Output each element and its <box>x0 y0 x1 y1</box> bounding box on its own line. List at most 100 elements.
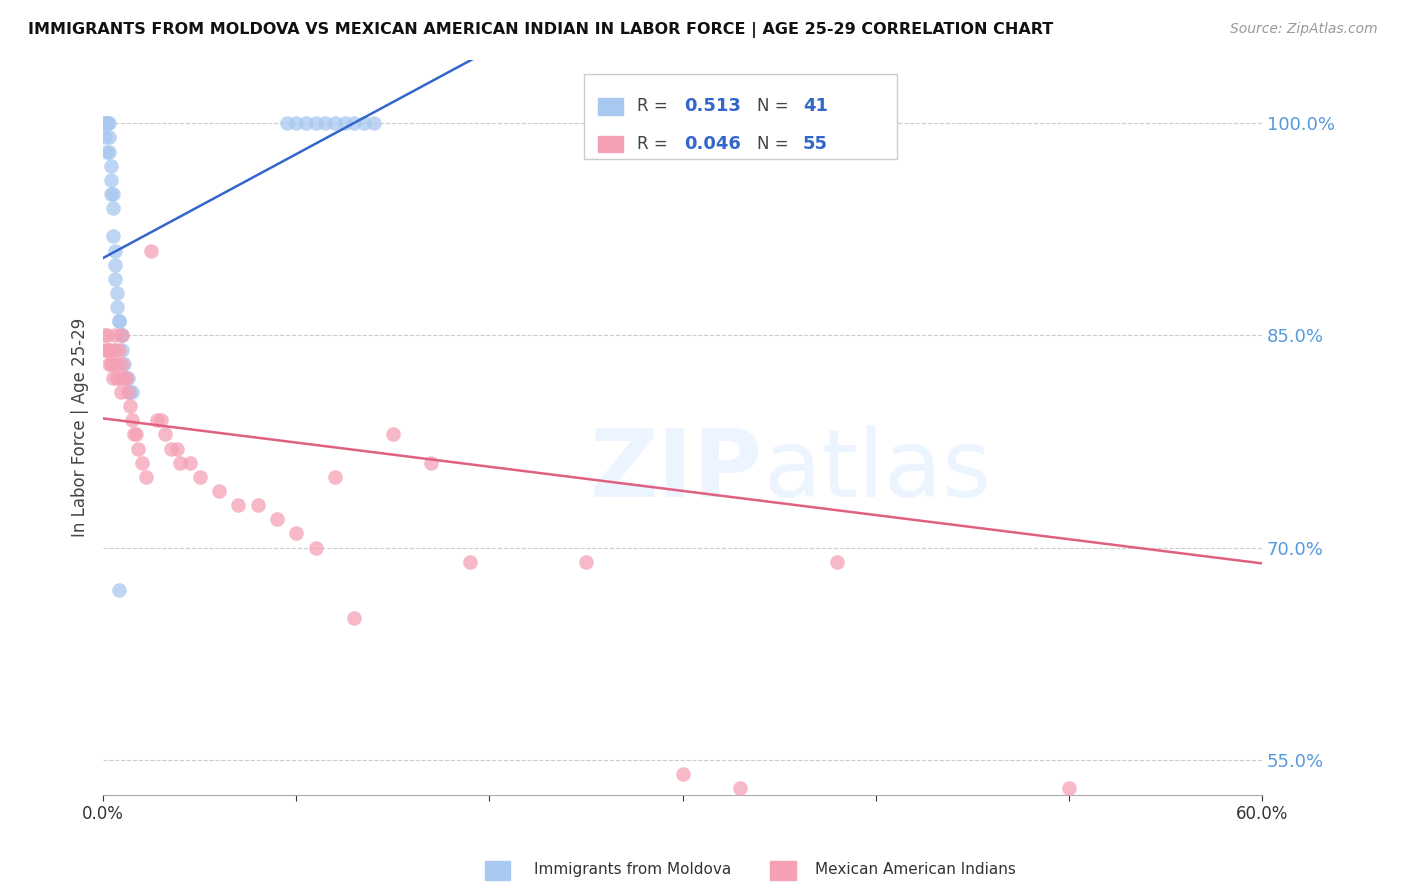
Point <box>266 512 288 526</box>
Point <box>120 399 142 413</box>
Point <box>100 186 122 201</box>
Point <box>96 116 118 130</box>
Point <box>121 384 143 399</box>
Point <box>575 555 598 569</box>
Point <box>100 173 122 187</box>
Point <box>107 371 129 385</box>
Point <box>353 116 375 130</box>
Point <box>94 328 117 343</box>
Point <box>122 427 145 442</box>
Point <box>1057 780 1080 795</box>
Point <box>105 357 128 371</box>
Text: R =: R = <box>637 97 673 115</box>
Point <box>208 483 231 498</box>
Point <box>101 357 124 371</box>
Text: IMMIGRANTS FROM MOLDOVA VS MEXICAN AMERICAN INDIAN IN LABOR FORCE | AGE 25-29 CO: IMMIGRANTS FROM MOLDOVA VS MEXICAN AMERI… <box>28 22 1053 38</box>
Text: R =: R = <box>637 135 673 153</box>
Point <box>323 116 346 130</box>
Point <box>96 343 118 357</box>
Point <box>101 371 124 385</box>
Text: 0.513: 0.513 <box>683 97 741 115</box>
FancyBboxPatch shape <box>598 98 623 114</box>
Point <box>121 413 143 427</box>
Point <box>179 456 201 470</box>
Point <box>96 116 118 130</box>
Y-axis label: In Labor Force | Age 25-29: In Labor Force | Age 25-29 <box>72 318 89 537</box>
Text: Source: ZipAtlas.com: Source: ZipAtlas.com <box>1230 22 1378 37</box>
Point <box>105 371 128 385</box>
FancyBboxPatch shape <box>583 74 897 159</box>
Point <box>111 343 134 357</box>
Point <box>188 470 211 484</box>
Point <box>343 611 366 625</box>
Point <box>96 328 118 343</box>
Point <box>146 413 169 427</box>
Point <box>285 526 308 541</box>
Point <box>94 343 117 357</box>
Text: Mexican American Indians: Mexican American Indians <box>815 863 1017 877</box>
Point <box>246 498 269 512</box>
Point <box>131 456 153 470</box>
Point <box>228 498 250 512</box>
Text: atlas: atlas <box>763 425 991 517</box>
Point <box>107 343 129 357</box>
Point <box>97 130 120 145</box>
Point <box>97 145 120 159</box>
Point <box>153 427 176 442</box>
Point <box>111 357 134 371</box>
Text: Immigrants from Moldova: Immigrants from Moldova <box>534 863 731 877</box>
Point <box>105 285 128 300</box>
Point <box>363 116 385 130</box>
Point <box>107 314 129 328</box>
Text: ZIP: ZIP <box>589 425 762 517</box>
Point <box>825 555 848 569</box>
Text: 0.046: 0.046 <box>683 135 741 153</box>
Point <box>101 201 124 215</box>
Point <box>112 357 135 371</box>
Point <box>730 780 752 795</box>
Point <box>97 116 120 130</box>
Point <box>94 116 117 130</box>
Point <box>127 442 149 456</box>
Point <box>169 456 191 470</box>
Point <box>104 244 127 258</box>
Point <box>101 229 124 244</box>
Point <box>166 442 188 456</box>
Point <box>107 582 129 597</box>
Point <box>111 328 134 343</box>
Point <box>135 470 157 484</box>
Point <box>295 116 318 130</box>
Point <box>381 427 404 442</box>
Point <box>141 244 163 258</box>
Point <box>420 456 443 470</box>
Point <box>97 357 120 371</box>
Point <box>671 767 693 781</box>
Point <box>125 427 148 442</box>
Point <box>150 413 173 427</box>
Point <box>104 343 127 357</box>
Point <box>107 314 129 328</box>
Point <box>100 357 122 371</box>
Point <box>117 371 139 385</box>
Point <box>97 343 120 357</box>
Point <box>104 258 127 272</box>
Point <box>94 130 117 145</box>
Point <box>159 442 181 456</box>
Point <box>101 186 124 201</box>
Point <box>111 328 134 343</box>
Point <box>100 343 122 357</box>
Point <box>285 116 308 130</box>
Point <box>323 470 346 484</box>
Point <box>94 116 117 130</box>
Point <box>117 384 139 399</box>
FancyBboxPatch shape <box>598 136 623 152</box>
Point <box>110 328 132 343</box>
Point <box>105 300 128 314</box>
Point <box>333 116 356 130</box>
Point <box>96 145 118 159</box>
Text: N =: N = <box>756 97 793 115</box>
Point <box>276 116 298 130</box>
Point <box>304 541 326 555</box>
Point <box>110 384 132 399</box>
Point <box>458 555 481 569</box>
